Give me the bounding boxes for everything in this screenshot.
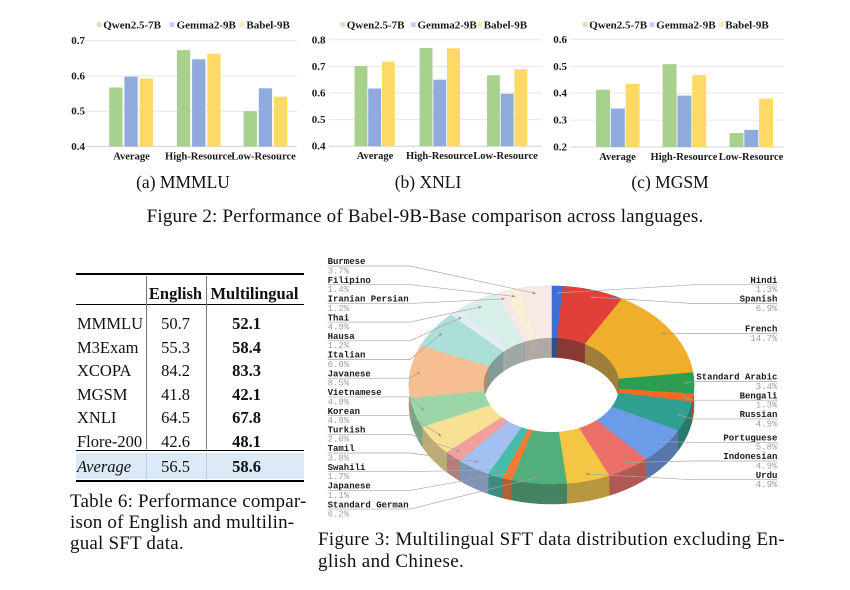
svg-text:Italian: Italian: [328, 351, 366, 361]
svg-text:Gemma2-9B: Gemma2-9B: [418, 20, 478, 32]
svg-text:1.7%: 1.7%: [328, 472, 350, 482]
svg-text:4.9%: 4.9%: [328, 416, 350, 426]
svg-text:1.4%: 1.4%: [328, 285, 350, 295]
svg-text:0.6: 0.6: [71, 70, 85, 82]
svg-text:3.7%: 3.7%: [328, 266, 350, 276]
svg-text:Vietnamese: Vietnamese: [328, 388, 382, 398]
svg-text:High-Resource: High-Resource: [651, 152, 718, 163]
svg-text:Standard Arabic: Standard Arabic: [696, 373, 777, 383]
svg-text:0.4: 0.4: [553, 88, 567, 100]
svg-text:High-Resource: High-Resource: [165, 152, 232, 163]
svg-text:Qwen2.5-7B: Qwen2.5-7B: [589, 20, 647, 32]
svg-text:14.7%: 14.7%: [750, 334, 778, 344]
svg-text:Turkish: Turkish: [328, 426, 366, 436]
svg-text:Korean: Korean: [328, 407, 360, 417]
svg-text:1.2%: 1.2%: [328, 341, 350, 351]
svg-text:0.7: 0.7: [312, 61, 326, 73]
svg-text:Thai: Thai: [328, 313, 350, 323]
svg-text:Swahili: Swahili: [328, 463, 366, 473]
svg-text:0.2: 0.2: [553, 142, 567, 154]
svg-text:0.3: 0.3: [553, 115, 567, 127]
svg-text:1.3%: 1.3%: [756, 285, 778, 295]
svg-text:Burmese: Burmese: [328, 257, 366, 267]
svg-text:Gemma2-9B: Gemma2-9B: [656, 20, 716, 32]
svg-text:1.2%: 1.2%: [328, 304, 350, 314]
svg-text:Low-Resource: Low-Resource: [473, 151, 538, 162]
svg-text:6.9%: 6.9%: [756, 304, 778, 314]
svg-text:6.0%: 6.0%: [328, 360, 350, 370]
svg-text:5.8%: 5.8%: [756, 443, 778, 453]
svg-text:Low-Resource: Low-Resource: [231, 152, 296, 163]
svg-text:4.9%: 4.9%: [756, 419, 778, 429]
svg-text:Urdu: Urdu: [756, 471, 778, 481]
svg-text:0.4: 0.4: [71, 141, 85, 153]
svg-text:3.8%: 3.8%: [328, 453, 350, 463]
svg-text:French: French: [745, 325, 777, 335]
svg-text:Hindi: Hindi: [750, 276, 778, 286]
svg-text:8.5%: 8.5%: [328, 379, 350, 389]
svg-text:0.6: 0.6: [553, 34, 567, 46]
svg-text:Average: Average: [357, 151, 394, 162]
svg-text:4.9%: 4.9%: [756, 461, 778, 471]
svg-text:0.7: 0.7: [71, 35, 85, 47]
svg-text:0.5: 0.5: [71, 106, 85, 118]
svg-text:Gemma2-9B: Gemma2-9B: [177, 20, 237, 32]
svg-text:Javanese: Javanese: [328, 369, 371, 379]
svg-text:Qwen2.5-7B: Qwen2.5-7B: [103, 20, 161, 32]
svg-text:Qwen2.5-7B: Qwen2.5-7B: [347, 20, 405, 32]
svg-text:High-Resource: High-Resource: [406, 151, 473, 162]
svg-text:Average: Average: [113, 152, 150, 163]
svg-text:Bengali: Bengali: [740, 391, 778, 401]
svg-text:Babel-9B: Babel-9B: [246, 20, 290, 32]
svg-text:0.5: 0.5: [312, 114, 326, 126]
svg-text:Spanish: Spanish: [740, 295, 778, 305]
svg-text:Average: Average: [599, 152, 636, 163]
svg-text:Russian: Russian: [740, 410, 778, 420]
svg-text:Low-Resource: Low-Resource: [719, 152, 784, 163]
svg-text:0.8: 0.8: [312, 34, 326, 46]
svg-text:Japanese: Japanese: [328, 482, 371, 492]
svg-text:Hausa: Hausa: [328, 332, 356, 342]
svg-text:6.2%: 6.2%: [328, 510, 350, 520]
svg-text:3.4%: 3.4%: [756, 382, 778, 392]
svg-text:4.9%: 4.9%: [328, 323, 350, 333]
svg-text:Filipino: Filipino: [328, 276, 371, 286]
svg-text:4.9%: 4.9%: [328, 397, 350, 407]
svg-text:Indonesian: Indonesian: [723, 452, 777, 462]
svg-text:1.1%: 1.1%: [328, 491, 350, 501]
svg-text:Babel-9B: Babel-9B: [484, 20, 528, 32]
svg-text:2.0%: 2.0%: [328, 435, 350, 445]
svg-text:Standard German: Standard German: [328, 500, 409, 510]
svg-text:0.4: 0.4: [312, 141, 326, 153]
svg-text:Babel-9B: Babel-9B: [725, 20, 769, 32]
svg-text:4.9%: 4.9%: [756, 480, 778, 490]
svg-text:Tamil: Tamil: [328, 444, 356, 454]
svg-text:0.6: 0.6: [312, 88, 326, 100]
svg-text:0.5: 0.5: [553, 61, 567, 73]
svg-text:1.3%: 1.3%: [756, 401, 778, 411]
svg-text:Portuguese: Portuguese: [723, 434, 777, 444]
svg-text:Iranian Persian: Iranian Persian: [328, 295, 409, 305]
